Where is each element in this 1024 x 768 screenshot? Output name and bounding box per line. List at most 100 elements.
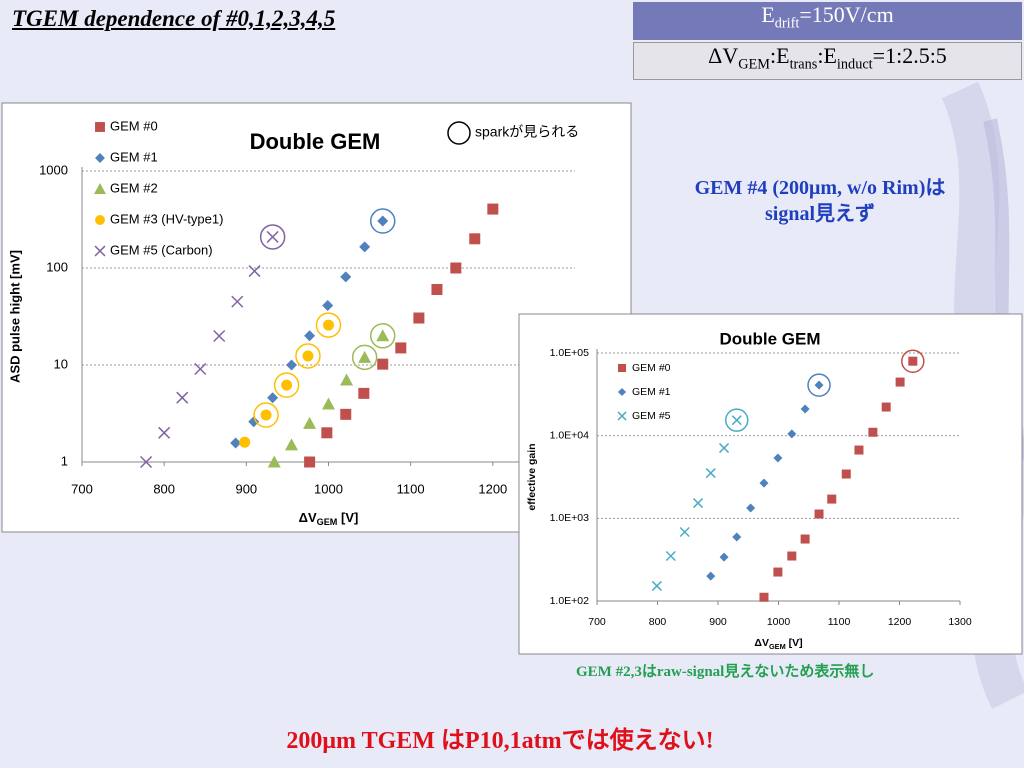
- x-tick-label: 900: [709, 616, 727, 628]
- y-tick-label: 1.0E+02: [550, 595, 590, 607]
- marker: [303, 416, 317, 429]
- marker: [302, 350, 314, 362]
- marker: [231, 295, 244, 308]
- marker: [868, 427, 878, 437]
- marker: [248, 416, 260, 428]
- marker: [814, 380, 824, 390]
- spark-ring: [273, 372, 300, 398]
- chart-title: Double GEM: [719, 329, 820, 348]
- marker: [377, 215, 389, 227]
- marker: [450, 262, 462, 274]
- x-axis-label-part: [V]: [337, 510, 358, 525]
- x-tick-label: 1100: [397, 481, 425, 496]
- y-tick-label: 1000: [39, 162, 68, 177]
- marker: [358, 387, 370, 399]
- marker: [787, 551, 797, 561]
- marker: [719, 552, 729, 562]
- legend-label: GEM #1: [632, 386, 671, 398]
- marker: [304, 456, 316, 468]
- spark-ring: [901, 349, 925, 373]
- x-tick-label: 1300: [948, 616, 972, 628]
- marker: [759, 478, 769, 488]
- marker: [719, 443, 730, 454]
- x-tick-label: 1200: [478, 481, 507, 496]
- text-part: E: [761, 2, 775, 27]
- marker: [340, 373, 354, 386]
- x-axis-label-part: [V]: [786, 637, 803, 649]
- x-tick-label: 1200: [888, 616, 912, 628]
- y-tick-label: 10: [54, 356, 68, 371]
- y-axis-label: ASD pulse hight [mV]: [7, 250, 22, 383]
- legend-label: GEM #0: [632, 362, 671, 374]
- marker: [281, 379, 293, 391]
- text-part: GEM: [738, 56, 770, 73]
- marker: [814, 509, 824, 519]
- marker: [239, 436, 251, 448]
- y-axis-label: effective gain: [526, 443, 538, 510]
- chart-frame: [518, 313, 1023, 655]
- spark-ring: [253, 402, 279, 428]
- marker: [413, 312, 425, 324]
- y-tick-label: 1: [61, 453, 68, 468]
- marker: [679, 526, 690, 538]
- spark-ring: [369, 323, 396, 349]
- marker: [248, 265, 261, 278]
- marker: [617, 411, 627, 421]
- marker: [827, 494, 837, 504]
- marker: [359, 241, 371, 253]
- spark-legend-ring: [447, 121, 471, 145]
- spark-ring: [351, 344, 378, 371]
- legend-label: GEM #1: [110, 149, 158, 164]
- spark-ring: [295, 343, 321, 369]
- marker: [800, 534, 810, 544]
- text-part: =150V/cm: [799, 2, 894, 27]
- marker: [158, 426, 171, 439]
- marker: [267, 392, 279, 404]
- marker: [705, 468, 716, 479]
- marker: [94, 183, 106, 194]
- marker: [358, 350, 372, 363]
- note: GEM #4 (200μm, w/o Rim)は signal見えず: [600, 175, 1024, 227]
- marker: [665, 550, 676, 562]
- x-tick-label: 800: [649, 616, 667, 628]
- x-tick-label: 1000: [314, 481, 343, 496]
- note-line: GEM #4 (200μm, w/o Rim)は: [694, 177, 946, 199]
- chart-title: Double GEM: [250, 129, 381, 154]
- text-part: drift: [774, 15, 800, 32]
- text-part: ΔV: [708, 43, 739, 68]
- conclusion: 200μm TGEM はP10,1atmでは使えない!: [286, 728, 714, 754]
- marker: [487, 203, 499, 215]
- condition-box: Edrift=150V/cm: [633, 2, 1022, 40]
- marker: [95, 215, 105, 225]
- x-tick-label: 800: [153, 481, 175, 496]
- marker: [95, 122, 105, 132]
- spark-ring: [725, 408, 749, 432]
- marker: [732, 532, 742, 542]
- y-tick-label: 1.0E+03: [550, 512, 590, 524]
- marker: [881, 402, 891, 412]
- marker: [773, 453, 783, 463]
- y-tick-label: 100: [46, 259, 68, 274]
- spark-legend-label: sparkが見られる: [475, 124, 579, 140]
- legend-label: GEM #2: [110, 180, 158, 195]
- marker: [323, 319, 334, 331]
- marker: [140, 455, 153, 469]
- x-axis-label: ΔVGEM [V]: [299, 510, 359, 527]
- marker: [706, 571, 716, 581]
- spark-ring: [369, 208, 396, 234]
- marker: [194, 362, 207, 376]
- marker: [322, 397, 335, 410]
- y-tick-label: 1.0E+05: [550, 347, 590, 359]
- x-tick-label: 1100: [828, 616, 851, 628]
- marker: [95, 153, 105, 163]
- x-tick-label: 700: [588, 616, 606, 628]
- marker: [322, 300, 334, 312]
- marker: [469, 233, 481, 245]
- text-part: =1:2.5:5: [872, 43, 947, 68]
- x-axis-label-part: GEM: [317, 517, 338, 527]
- marker: [773, 567, 783, 577]
- marker: [800, 404, 810, 414]
- marker: [285, 438, 299, 451]
- spark-ring: [807, 373, 831, 397]
- marker: [617, 363, 627, 373]
